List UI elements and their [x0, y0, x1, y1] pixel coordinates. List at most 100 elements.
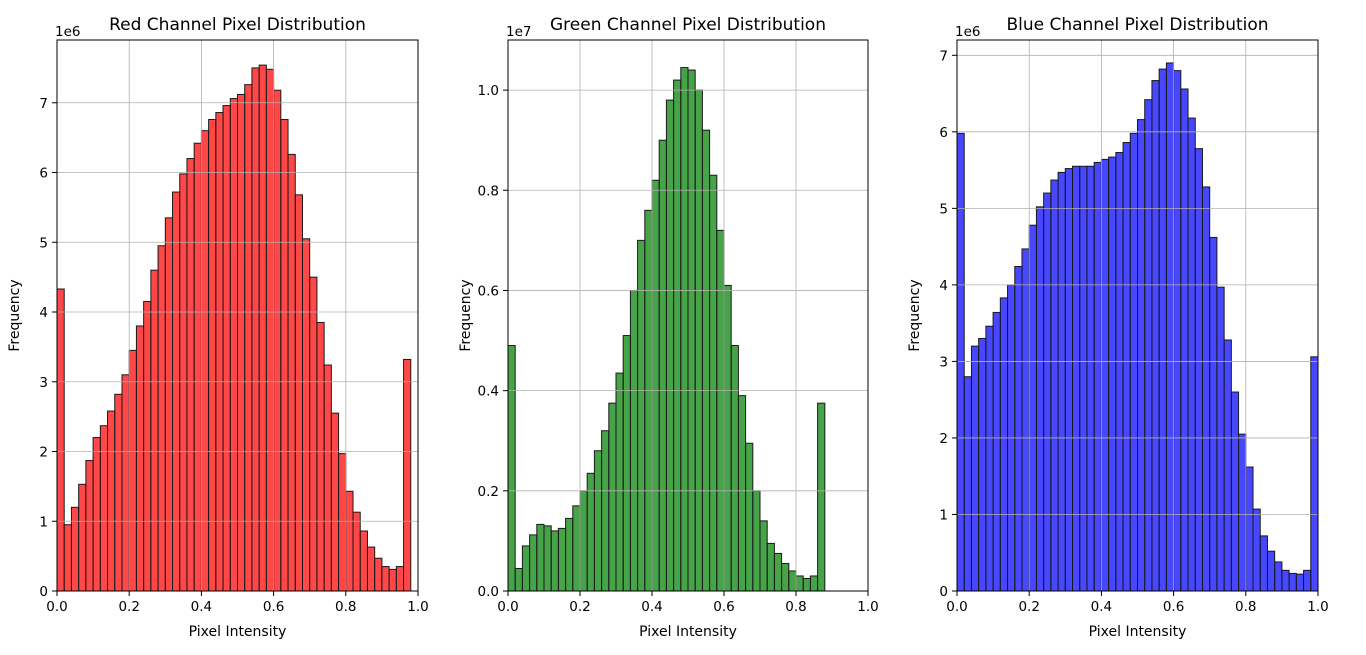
bar-25 [1129, 132, 1139, 592]
bar-29 [258, 64, 267, 592]
y-tick-label-6: 5 [39, 235, 48, 251]
x-tick-label-6: 1.0 [857, 599, 878, 615]
bar-1 [956, 132, 965, 592]
bar-48 [395, 566, 405, 592]
x-tick-label-1: 0.0 [946, 599, 967, 615]
y-tick-label-2: 1 [939, 507, 948, 523]
bar-7 [550, 530, 559, 592]
bar-35 [301, 238, 311, 592]
bar-41 [345, 490, 354, 592]
bar-43 [809, 575, 819, 592]
bar-3 [521, 545, 531, 592]
bar-20 [1093, 161, 1102, 592]
bar-49 [403, 358, 412, 592]
y-tick-label-3: 2 [39, 445, 48, 461]
bar-27 [1144, 99, 1153, 592]
bar-18 [1079, 165, 1088, 592]
bar-13 [143, 301, 152, 592]
bar-26 [687, 69, 696, 592]
y-tick-label-7: 6 [39, 166, 48, 182]
bar-37 [1216, 286, 1225, 592]
bar-11 [128, 349, 137, 592]
bar-17 [622, 335, 631, 592]
bar-20 [193, 142, 202, 592]
y-axis-label: Frequency [907, 279, 923, 351]
x-axis-label: Pixel Intensity [639, 624, 737, 640]
bar-8 [557, 527, 567, 592]
bar-39 [330, 412, 340, 592]
bar-11 [1028, 224, 1037, 592]
bar-10 [121, 374, 130, 592]
bar-9 [565, 517, 574, 592]
bar-3 [70, 506, 80, 592]
bar-49 [1303, 569, 1312, 592]
y-offset-label: 1e6 [55, 24, 80, 40]
bar-45 [374, 557, 383, 592]
x-tick-label-1: 0.0 [46, 599, 67, 615]
y-tick-label-3: 0.4 [478, 384, 499, 400]
bar-24 [673, 79, 682, 592]
bar-5 [985, 325, 994, 592]
bar-31 [273, 89, 282, 592]
x-tick-label-5: 0.8 [1235, 599, 1256, 615]
bar-35 [1201, 186, 1211, 592]
bar-36 [309, 276, 318, 592]
bar-31 [1173, 70, 1182, 592]
bar-23 [1115, 151, 1124, 592]
bar-4 [529, 534, 538, 592]
bar-42 [1252, 508, 1261, 592]
bar-25 [680, 67, 689, 592]
bar-46 [381, 566, 390, 592]
bar-19 [1086, 165, 1095, 592]
bar-43 [359, 530, 368, 592]
bar-28 [251, 67, 260, 592]
bar-40 [788, 570, 797, 592]
bar-44 [1266, 550, 1276, 592]
y-tick-label-1: 0 [939, 584, 948, 600]
x-tick-label-4: 0.6 [713, 599, 734, 615]
chart-panel-3: 0.0 0.2 0.4 0.6 0.8 1.0 0 1 2 3 4 5 6 7 Blue Channel P… [907, 15, 1329, 640]
bar-16 [615, 372, 624, 592]
bar-12 [135, 325, 145, 592]
y-tick-label-5: 4 [39, 305, 48, 321]
bar-40 [338, 453, 347, 592]
bar-4 [978, 337, 987, 592]
bar-33 [737, 395, 747, 592]
bar-30 [716, 229, 725, 592]
bar-2 [963, 376, 972, 592]
y-tick-label-4: 3 [939, 354, 948, 370]
bar-42 [802, 577, 811, 592]
chart-title: Red Channel Pixel Distribution [109, 15, 366, 35]
bar-26 [1137, 119, 1146, 592]
bar-21 [200, 130, 210, 592]
x-tick-label-4: 0.6 [1163, 599, 1184, 615]
bar-17 [172, 191, 181, 592]
bar-37 [766, 542, 775, 592]
bar-23 [665, 99, 675, 592]
bar-35 [752, 490, 761, 592]
bar-2 [63, 524, 72, 592]
bar-15 [1057, 171, 1066, 592]
x-axis-label: Pixel Intensity [189, 624, 287, 640]
bar-41 [795, 575, 804, 592]
bar-5 [85, 460, 94, 592]
bar-38 [323, 364, 332, 592]
bar-43 [1259, 535, 1268, 592]
bar-12 [1035, 206, 1045, 592]
bar-32 [1180, 88, 1189, 592]
y-tick-label-2: 0.2 [478, 484, 499, 500]
y-tick-label-3: 2 [939, 431, 948, 447]
bar-37 [316, 321, 325, 592]
y-tick-label-5: 4 [939, 278, 948, 294]
x-tick-label-2: 0.2 [118, 599, 139, 615]
bar-13 [593, 450, 603, 592]
bar-27 [244, 84, 253, 592]
y-tick-label-1: 0 [39, 584, 48, 600]
bar-32 [280, 119, 289, 592]
bar-41 [1245, 466, 1254, 592]
bar-13 [1043, 192, 1052, 592]
y-tick-label-6: 1.0 [478, 83, 499, 99]
bar-10 [1021, 248, 1030, 592]
bar-46 [1281, 569, 1290, 592]
bars [507, 67, 826, 592]
